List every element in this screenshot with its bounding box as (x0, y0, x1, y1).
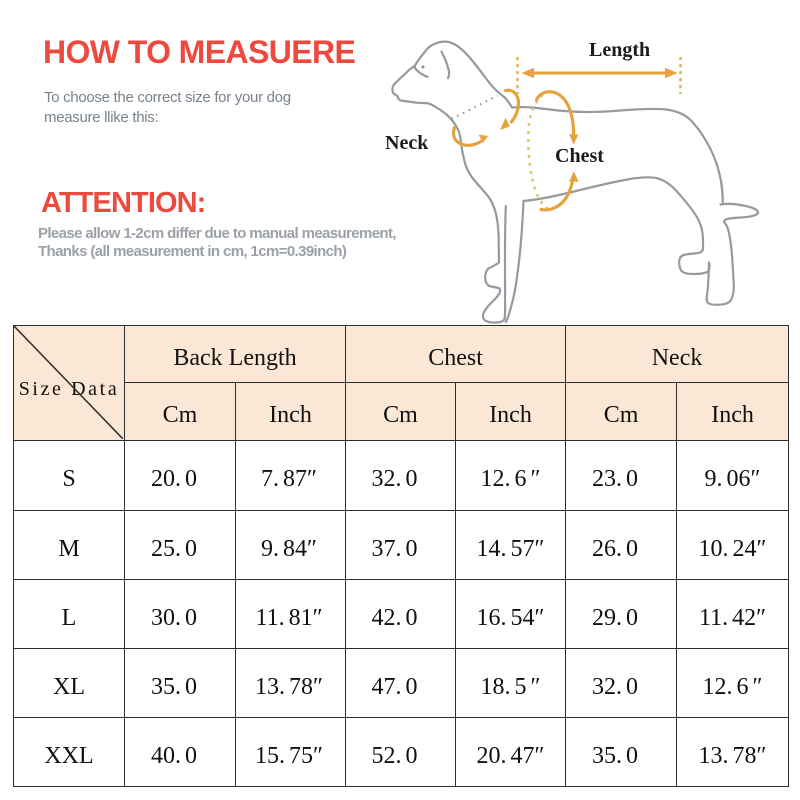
svg-text:Length: Length (589, 39, 650, 61)
svg-text:Chest: Chest (555, 145, 604, 167)
svg-text:Neck: Neck (385, 132, 429, 154)
